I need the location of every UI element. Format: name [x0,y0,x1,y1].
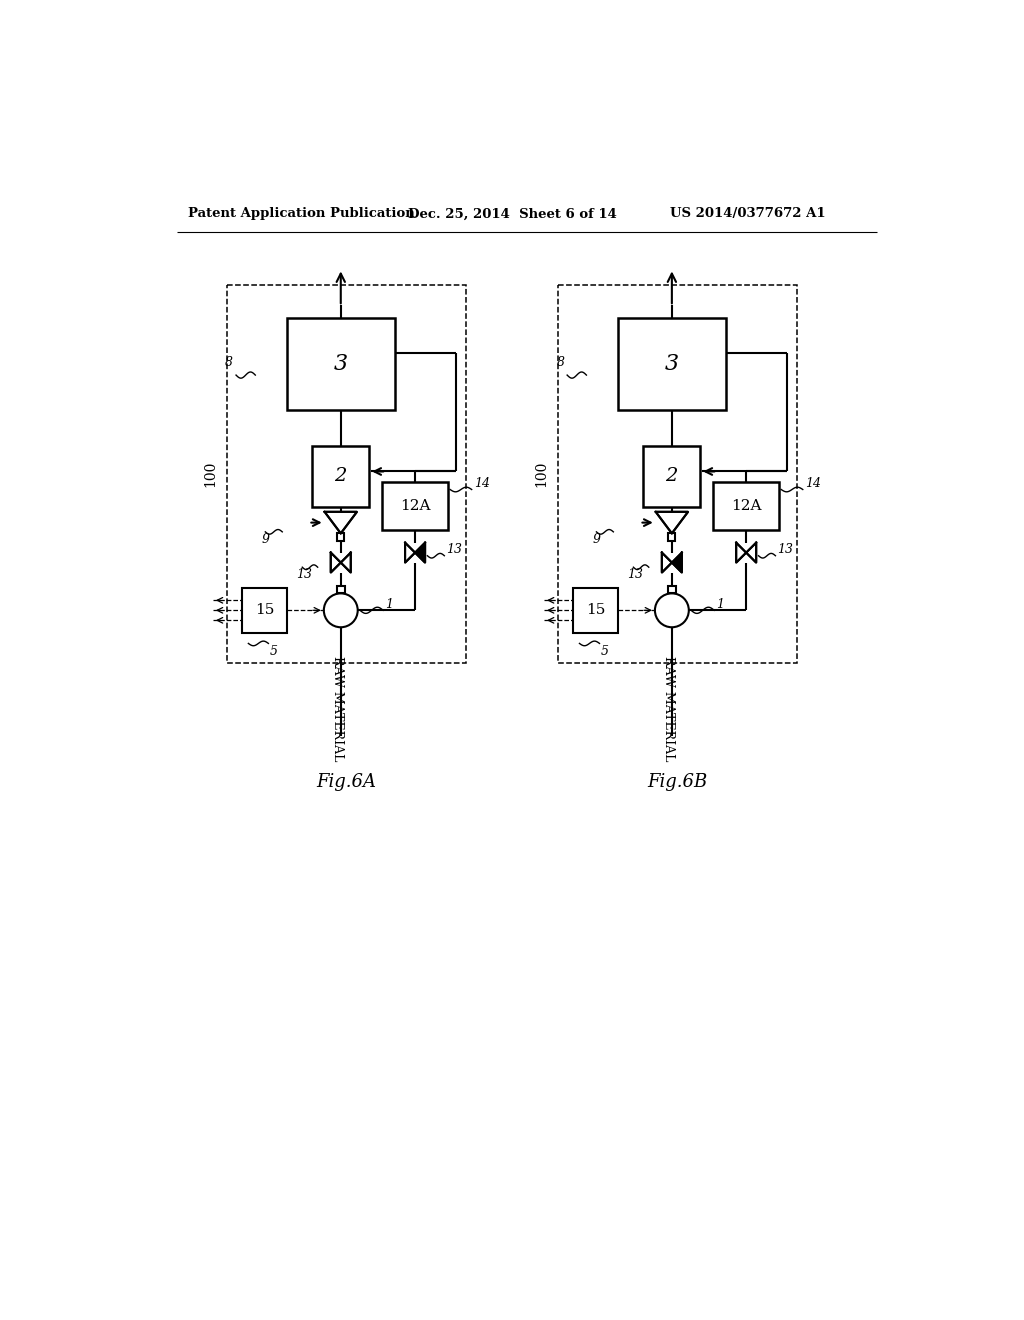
Text: 13: 13 [777,543,793,556]
Text: 13: 13 [445,543,462,556]
Text: 15: 15 [255,603,274,618]
Text: 15: 15 [586,603,605,618]
Bar [337,586,345,594]
Polygon shape [736,543,746,562]
Bar [668,586,676,594]
Polygon shape [325,512,357,533]
Text: 8: 8 [556,356,564,370]
Text: 14: 14 [805,477,821,490]
Polygon shape [331,553,341,573]
Bar [643,446,700,507]
Text: Fig.6A: Fig.6A [316,774,376,791]
Text: 12A: 12A [399,499,430,512]
Text: 8: 8 [225,356,233,370]
Text: US 2014/0377672 A1: US 2014/0377672 A1 [670,207,825,220]
Bar [617,318,726,411]
Text: 9: 9 [593,533,600,546]
Text: RAW MATERIAL: RAW MATERIAL [331,656,344,762]
Text: 9: 9 [261,533,269,546]
Text: 3: 3 [334,352,348,375]
Text: Dec. 25, 2014  Sheet 6 of 14: Dec. 25, 2014 Sheet 6 of 14 [408,207,616,220]
Bar [382,482,447,529]
Text: 100: 100 [534,461,548,487]
Bar [558,285,797,663]
Text: RAW MATERIAL: RAW MATERIAL [662,656,675,762]
Bar [243,587,287,632]
Polygon shape [406,543,415,562]
Text: 3: 3 [665,352,679,375]
Text: 13: 13 [296,569,312,581]
Text: 1: 1 [385,598,393,611]
Polygon shape [655,512,688,533]
Text: 13: 13 [628,569,643,581]
Polygon shape [341,553,351,573]
Bar [287,318,394,411]
Text: 5: 5 [270,644,278,657]
Bar [311,446,370,507]
Polygon shape [746,543,756,562]
Text: Fig.6B: Fig.6B [647,774,708,791]
Text: 5: 5 [601,644,609,657]
Bar [337,533,344,541]
Polygon shape [662,553,672,573]
Bar [669,533,676,541]
Text: Patent Application Publication: Patent Application Publication [188,207,415,220]
Bar [573,587,617,632]
Bar [714,482,779,529]
Text: 14: 14 [474,477,489,490]
Polygon shape [415,543,425,562]
Text: 1: 1 [717,598,725,611]
Text: 2: 2 [666,467,678,486]
Bar [226,285,466,663]
Polygon shape [672,553,682,573]
Text: 2: 2 [334,467,346,486]
Text: 12A: 12A [731,499,762,512]
Text: 100: 100 [203,461,217,487]
